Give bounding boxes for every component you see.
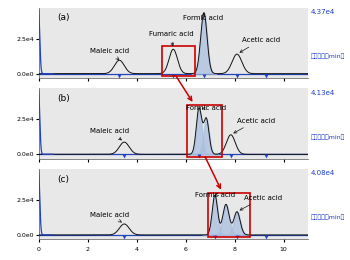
Bar (162, 46, 195, 76)
Text: Formic acid: Formic acid (183, 14, 223, 21)
Bar (187, 105, 222, 157)
Text: Formic acid: Formic acid (195, 192, 236, 198)
Text: 4.13e4: 4.13e4 (311, 90, 335, 96)
Text: 4.37e4: 4.37e4 (311, 9, 335, 15)
Text: (b): (b) (57, 94, 70, 103)
Text: Acetic acid: Acetic acid (240, 37, 280, 52)
Text: Maleic acid: Maleic acid (90, 212, 129, 222)
Bar (208, 193, 251, 237)
Text: 保持時間（min）: 保持時間（min） (311, 134, 345, 140)
Text: 保持時間（min）: 保持時間（min） (311, 215, 345, 220)
Text: Acetic acid: Acetic acid (240, 194, 282, 210)
Text: 保持時間（min）: 保持時間（min） (311, 53, 345, 59)
Text: Formic acid: Formic acid (186, 105, 226, 111)
Text: Fumaric acid: Fumaric acid (149, 31, 193, 46)
Text: 4.08e4: 4.08e4 (311, 171, 335, 177)
Text: Maleic acid: Maleic acid (90, 48, 129, 60)
Text: (c): (c) (57, 175, 69, 184)
Text: Maleic acid: Maleic acid (90, 128, 129, 140)
Text: Acetic acid: Acetic acid (234, 118, 275, 133)
Text: (a): (a) (57, 14, 70, 22)
